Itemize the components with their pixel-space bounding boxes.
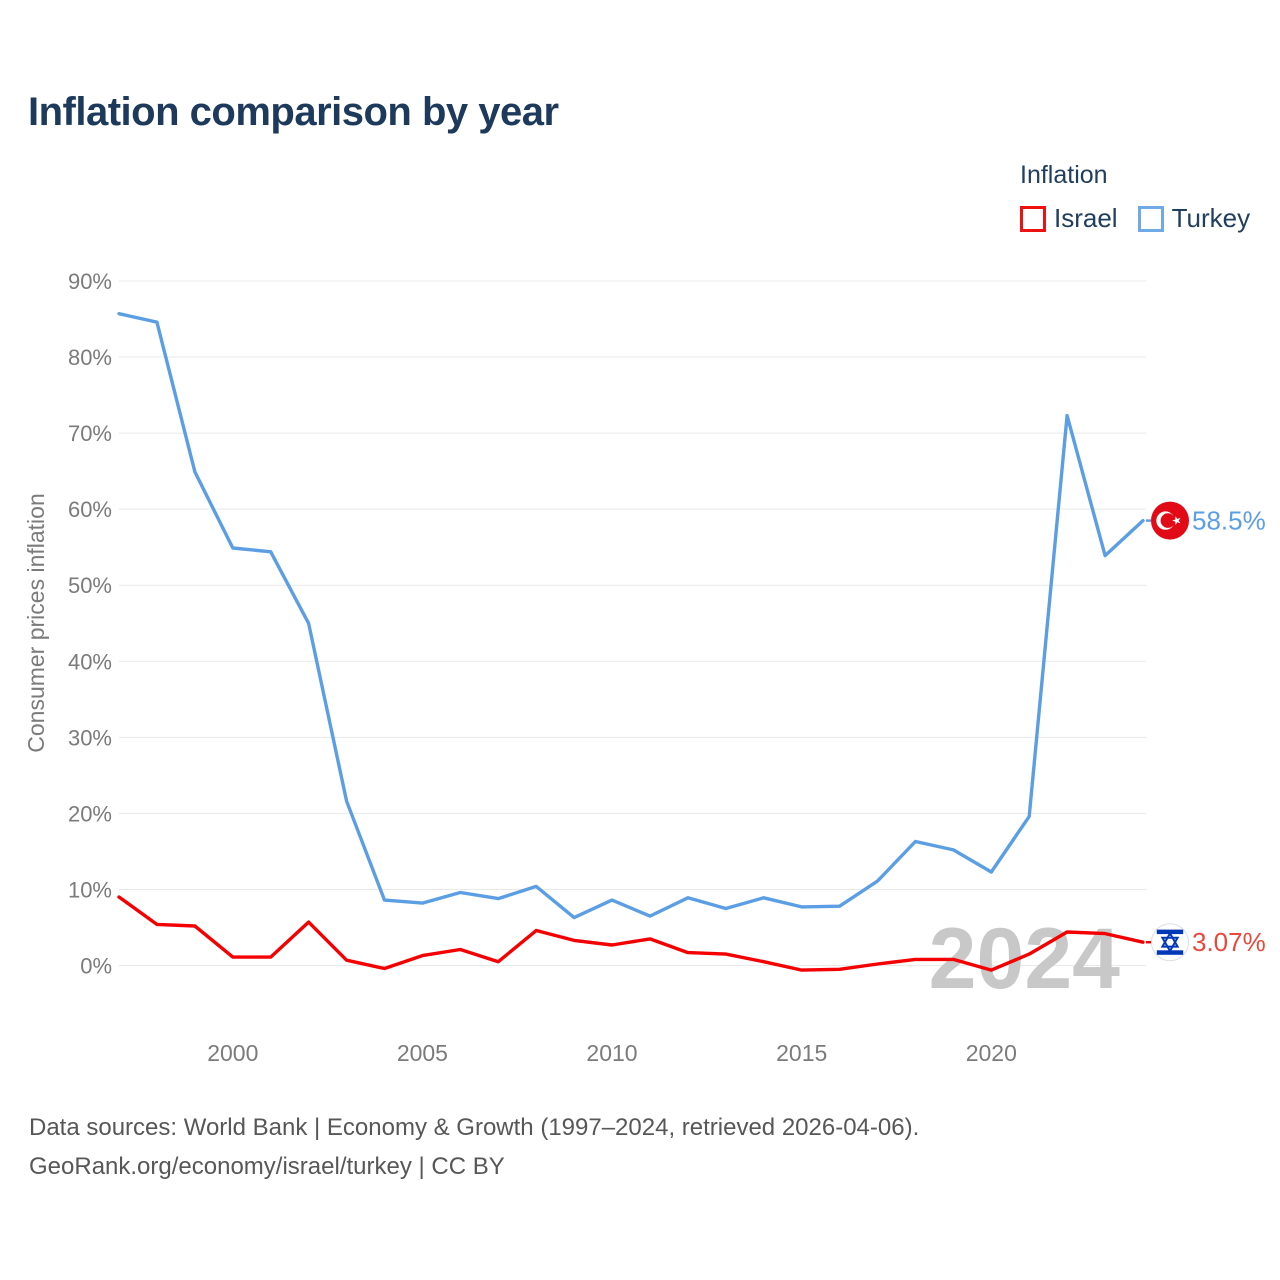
y-tick-label: 0%: [80, 954, 112, 979]
legend-item-israel[interactable]: Israel: [1020, 203, 1118, 234]
y-tick-label: 70%: [68, 421, 112, 446]
y-tick-label: 20%: [68, 801, 112, 826]
x-tick-label: 2015: [776, 1040, 827, 1066]
turkey-flag-icon: [1151, 501, 1189, 540]
israel-flag-icon: [1151, 923, 1189, 962]
legend: Inflation Israel Turkey: [1020, 161, 1260, 234]
watermark-year: 2024: [929, 911, 1120, 1007]
turkey-end-value-label: 58.5%: [1192, 506, 1266, 536]
y-tick-label: 50%: [68, 573, 112, 598]
y-axis-title: Consumer prices inflation: [23, 493, 49, 753]
legend-title: Inflation: [1020, 161, 1108, 189]
israel-line: [117, 895, 1145, 972]
footer-attribution: GeoRank.org/economy/israel/turkey | CC B…: [29, 1153, 505, 1180]
page-title: Inflation comparison by year: [28, 90, 559, 134]
israel-swatch-icon: [1020, 205, 1046, 232]
x-tick-label: 2020: [966, 1040, 1017, 1066]
israel-end-value-label: 3.07%: [1192, 927, 1266, 957]
y-tick-label: 60%: [68, 497, 112, 522]
legend-items: Israel Turkey: [1020, 203, 1260, 234]
y-tick-label: 80%: [68, 345, 112, 370]
y-tick-label: 10%: [68, 877, 112, 902]
legend-label-israel: Israel: [1054, 203, 1118, 233]
turkey-swatch-icon: [1137, 205, 1164, 232]
x-tick-label: 2005: [397, 1040, 448, 1066]
legend-label-turkey: Turkey: [1171, 203, 1251, 233]
turkey-line: [117, 312, 1145, 920]
y-tick-label: 40%: [68, 649, 112, 674]
y-tick-label: 90%: [68, 269, 112, 294]
legend-item-turkey[interactable]: Turkey: [1137, 203, 1251, 234]
footer-data-sources: Data sources: World Bank | Economy & Gro…: [29, 1114, 920, 1141]
x-tick-label: 2010: [586, 1040, 637, 1066]
footer: Data sources: World Bank | Economy & Gro…: [29, 1108, 919, 1186]
x-tick-label: 2000: [207, 1040, 258, 1066]
y-tick-label: 30%: [68, 725, 112, 750]
